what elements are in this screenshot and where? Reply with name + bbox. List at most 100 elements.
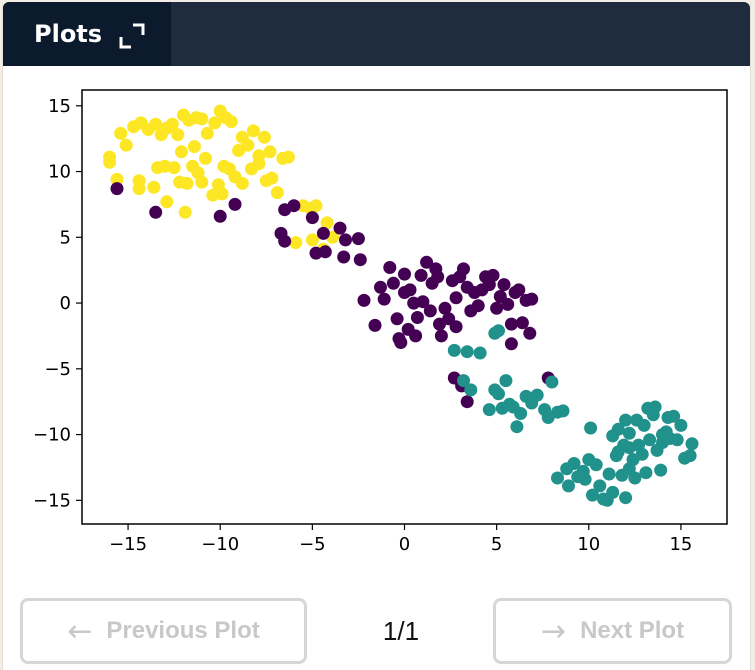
scatter-point [351,232,365,246]
scatter-point [165,117,179,131]
scatter-point [309,199,323,213]
scatter-point [447,343,461,357]
scatter-point [175,145,188,159]
y-tick-label: 10 [48,162,71,183]
scatter-point [224,115,238,129]
scatter-point [390,312,404,326]
scatter-point [611,422,625,436]
arrow-right-icon: → [540,613,567,649]
scatter-point [110,172,124,186]
scatter-point [278,234,292,248]
next-plot-button[interactable]: → Next Plot [493,598,732,664]
scatter-point [195,175,209,189]
scatter-point [556,404,570,418]
previous-plot-button[interactable]: ← Previous Plot [20,598,307,664]
x-tick-label: 5 [491,534,502,555]
x-tick-label: −5 [299,534,326,555]
scatter-point [103,155,117,169]
scatter-point [630,413,644,427]
scatter-point [420,255,434,269]
scatter-point [551,471,564,485]
scatter-point [449,291,463,305]
plot-navigation: ← Previous Plot 1/1 → Next Plot [3,596,750,670]
scatter-point [270,186,284,200]
scatter-point [119,138,133,152]
scatter-point [289,236,303,250]
y-tick-label: −10 [33,425,71,446]
scatter-point [377,292,391,306]
scatter-point [492,324,505,338]
next-plot-label: Next Plot [580,617,685,644]
scatter-point [464,383,478,397]
scatter-point [578,472,592,486]
scatter-point [200,126,214,140]
scatter-point [471,299,485,313]
scatter-point [586,488,599,502]
scatter-point [449,320,463,334]
y-tick-label: −15 [33,490,71,511]
tab-plots[interactable]: Plots [3,2,171,66]
scatter-point [648,400,662,414]
scatter-point [683,449,697,463]
scatter-point [562,479,575,493]
scatter-point [215,187,229,201]
tab-plots-label: Plots [34,20,103,48]
scatter-point [305,211,319,225]
scatter-point [545,375,559,389]
scatter-point [510,420,524,434]
scatter-point [504,337,518,351]
scatter-point [228,197,242,211]
scatter-point [639,466,653,480]
scatter-point [460,345,474,359]
scatter-point [499,374,513,388]
scatter-point [318,245,332,259]
y-tick-label: 5 [60,227,71,248]
scatter-point [353,253,367,267]
scatter-point [132,182,146,196]
scatter-point [368,318,382,332]
scatter-point [394,336,408,349]
x-tick-label: 10 [577,534,600,555]
scatter-point [685,437,699,451]
scatter-point [241,138,255,152]
scatter-point [486,268,500,282]
scatter-point [339,233,352,247]
scatter-point [602,467,616,481]
scatter-point [246,124,260,138]
scatter-point [490,301,504,315]
y-tick-label: 0 [60,293,71,314]
scatter-point [333,221,347,235]
x-tick-label: −15 [109,534,147,555]
scatter-point [180,176,194,190]
scatter-point [147,180,161,194]
scatter-point [525,292,539,306]
scatter-point [635,447,649,461]
scatter-point [492,387,505,401]
scatter-point [263,145,277,159]
scatter-point [403,283,417,297]
scatter-point [567,457,581,470]
scatter-point [374,280,387,294]
scatter-point [514,407,528,420]
scatter-point [619,413,633,427]
scatter-point [512,283,526,297]
plots-header: Plots [3,2,750,66]
scatter-point [414,268,428,282]
scatter-point [208,116,222,130]
scatter-point [609,449,623,463]
scatter-point [386,276,400,290]
scatter-point [643,433,657,447]
y-tick-label: −5 [44,359,71,380]
scatter-point [482,403,496,417]
scatter-point [187,140,201,154]
scatter-point [316,226,330,240]
expand-icon[interactable] [119,23,145,49]
scatter-point [438,301,452,315]
scatter-point [383,261,397,274]
page-indicator: 1/1 [382,616,420,646]
scatter-point [252,157,266,171]
scatter-point [619,491,633,505]
scatter-point [423,304,437,318]
scatter-point [199,151,212,165]
